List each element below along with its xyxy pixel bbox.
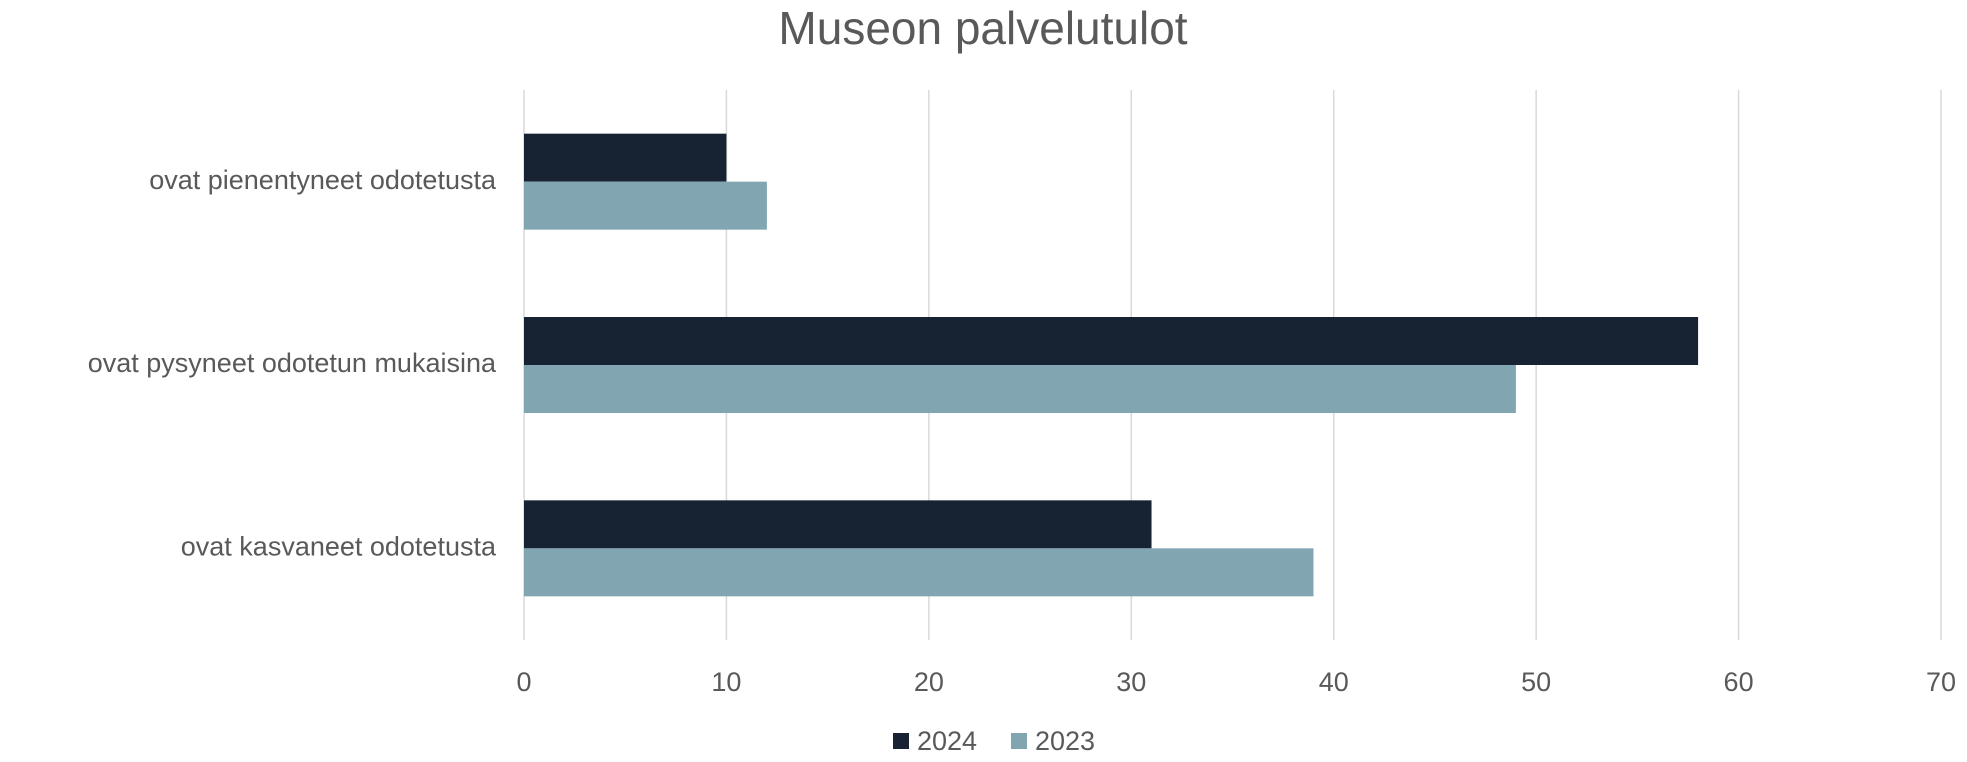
y-tick-label: ovat kasvaneet odotetusta bbox=[181, 531, 497, 561]
x-tick-label: 0 bbox=[516, 667, 531, 697]
legend-swatch bbox=[893, 733, 909, 749]
bar bbox=[524, 365, 1516, 413]
x-tick-label: 40 bbox=[1319, 667, 1349, 697]
bar bbox=[524, 317, 1699, 365]
x-tick-label: 30 bbox=[1116, 667, 1146, 697]
y-tick-label: ovat pienentyneet odotetusta bbox=[149, 165, 497, 195]
bar bbox=[524, 500, 1152, 549]
x-tick-label: 60 bbox=[1724, 667, 1754, 697]
chart-title: Museon palvelutulot bbox=[778, 2, 1187, 54]
x-tick-label: 10 bbox=[711, 667, 741, 697]
legend-swatch bbox=[1011, 733, 1027, 749]
bar bbox=[524, 181, 767, 230]
x-tick-label: 50 bbox=[1521, 667, 1551, 697]
legend-label: 2023 bbox=[1035, 726, 1095, 756]
x-tick-label: 20 bbox=[914, 667, 944, 697]
y-tick-label: ovat pysyneet odotetun mukaisina bbox=[88, 348, 497, 378]
bar bbox=[524, 133, 727, 182]
x-tick-label: 70 bbox=[1926, 667, 1956, 697]
legend-label: 2024 bbox=[917, 726, 977, 756]
bar bbox=[524, 548, 1314, 597]
